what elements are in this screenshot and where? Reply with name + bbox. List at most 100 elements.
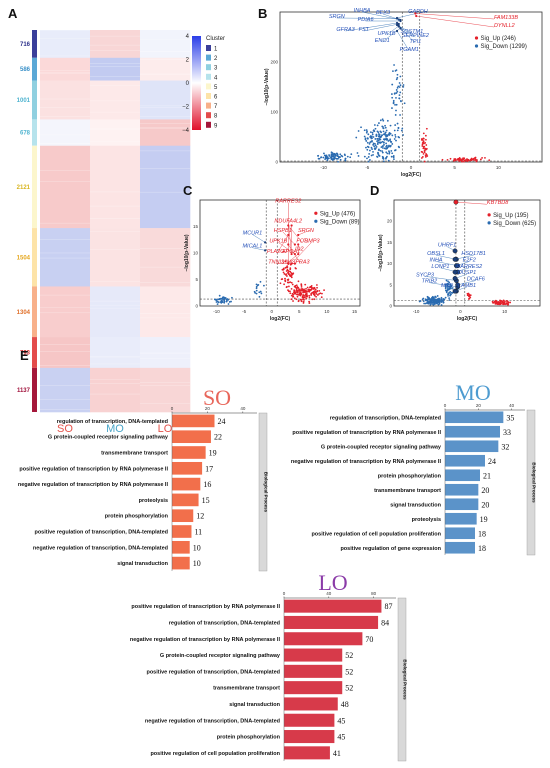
x-tick-label: 20 [476,403,482,408]
volcano-point [371,137,373,140]
volcano-point [394,136,397,138]
heatmap-cell [90,57,141,81]
gene-label: SERPINE2 [402,33,429,39]
volcano-point [393,138,396,140]
go-bar-chart-so: SO 0 20 40 24 regulation of transcription, DN… [18,385,269,572]
volcano-point [217,301,220,304]
bar-value-label: 48 [341,700,349,709]
panel-letter-d: D [370,183,379,198]
heatmap-cell [40,80,91,120]
heatmap-cell [40,119,91,147]
heatmap-stripe [90,191,140,193]
bar [172,509,194,523]
volcano-point [390,155,393,158]
volcano-point [337,160,339,163]
labeled-point [297,233,300,237]
label-leader-line [400,28,416,44]
volcano-point [314,288,317,291]
volcano-point [423,149,426,152]
panel-letter-a: A [8,6,18,21]
heatmap-stripe [40,143,90,144]
labeled-point [395,21,399,25]
legend-up-label: Sig_Up (476) [320,211,355,217]
x-tick-label: 40 [509,403,515,408]
volcano-point [292,295,294,298]
bar-value-label: 10 [193,543,201,552]
volcano-point [440,304,443,306]
heatmap-cell [140,80,191,120]
gene-label: DCAF6 [467,277,486,283]
labeled-point [455,282,461,288]
x-tick-label: 10 [502,309,508,314]
volcano-point [363,155,366,158]
heatmap-stripe [140,191,190,193]
volcano-point [326,157,329,160]
volcano-point [296,286,299,288]
heatmap-cell [90,119,141,147]
heatmap-cell [90,145,141,229]
y-tick-label: 15 [387,240,393,245]
volcano-point [433,302,436,304]
label-leader-line [252,234,266,243]
label-leader-line [282,231,296,245]
gene-label: INHBA [354,8,371,14]
bar-value-label: 18 [478,544,486,553]
volcano-point [355,136,358,139]
heatmap-stripe [90,205,140,207]
volcano-point [399,114,401,116]
heatmap-stripe [40,134,90,136]
bar-value-label: 10 [193,559,201,568]
labeled-point [264,249,267,252]
volcano-point [339,158,342,161]
volcano-point [385,137,388,140]
heatmap-stripe [40,399,90,400]
heatmap-stripe [90,281,140,282]
volcano-point [381,118,384,121]
labeled-point [293,243,296,246]
bar-value-label: 19 [480,515,488,524]
gene-label: PGAM1 [400,47,419,53]
colorbar-tick-label: 2 [186,58,190,64]
x-tick-label: 80 [371,591,377,596]
gene-label: TRIB2 [422,279,438,285]
bar [284,746,330,760]
volcano-point [346,155,349,158]
volcano-point [306,286,309,289]
heatmap-cell [90,228,141,287]
volcano-point [381,125,384,128]
bar-category-label: proteolysis [412,517,441,523]
heatmap-cell [140,145,191,229]
labeled-point [452,276,458,281]
bar [445,527,475,540]
gene-label: PDIA6 [358,17,375,23]
volcano-point [444,285,447,288]
volcano-point [309,286,311,289]
gene-label: E2F2 [463,257,476,263]
cluster-bar [32,367,37,412]
volcano-point [286,275,288,277]
cluster-bar [32,30,37,58]
heatmap-stripe [140,116,190,118]
x-tick-label: -5 [242,309,246,314]
label-leader-line [288,244,301,264]
volcano-point [349,156,352,159]
volcano-point [450,284,453,287]
bar-category-label: regulation of transcription, DNA-templat… [169,620,280,626]
bar [445,469,480,482]
y-tick-label: 0 [389,304,392,309]
cluster-legend-label: 3 [214,66,218,72]
volcano-point [332,155,335,158]
volcano-point [436,300,439,303]
volcano-point [379,149,382,152]
gene-label: MCUR1 [243,230,263,236]
heatmap-column-label: LO [158,423,173,435]
cluster-legend-swatch [206,112,211,119]
x-tick-label: -10 [213,309,220,314]
y-axis-label: −log10(p-Value) [378,234,384,271]
volcano-point [448,297,451,300]
volcano-point [398,97,401,100]
volcano-point [378,155,381,157]
volcano-point [293,297,296,300]
volcano-point [315,295,318,298]
bar-category-label: proteolysis [139,498,168,504]
